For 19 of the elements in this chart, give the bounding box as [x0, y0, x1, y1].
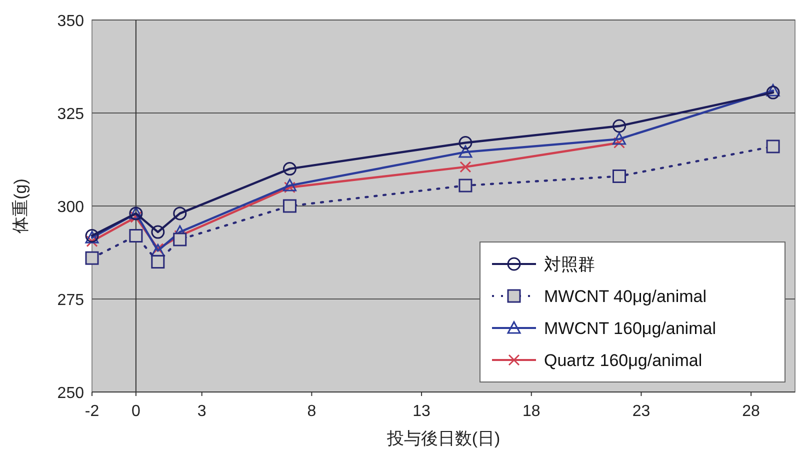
x-tick-label: 3 — [197, 403, 206, 420]
y-tick-label: 300 — [57, 199, 84, 216]
x-axis-title: 投与後日数(日) — [386, 429, 500, 448]
legend-label: MWCNT 40μg/animal — [544, 287, 707, 306]
y-tick-label: 275 — [57, 292, 84, 309]
x-tick-label: 23 — [632, 403, 650, 420]
legend-label: MWCNT 160μg/animal — [544, 319, 716, 338]
x-tick-label: -2 — [84, 403, 100, 420]
x-tick-label: 18 — [522, 403, 540, 420]
y-tick-label: 325 — [57, 106, 84, 123]
legend-label: 対照群 — [544, 255, 595, 274]
x-tick-label: 8 — [307, 403, 316, 420]
x-tick-label: 13 — [412, 403, 431, 420]
x-tick-label: 28 — [742, 403, 760, 420]
y-axis-title: 体重(g) — [11, 178, 30, 234]
legend-label: Quartz 160μg/animal — [544, 351, 702, 370]
y-tick-label: 350 — [57, 13, 84, 30]
x-tick-label: 0 — [131, 403, 140, 420]
y-tick-label: 250 — [57, 385, 84, 402]
